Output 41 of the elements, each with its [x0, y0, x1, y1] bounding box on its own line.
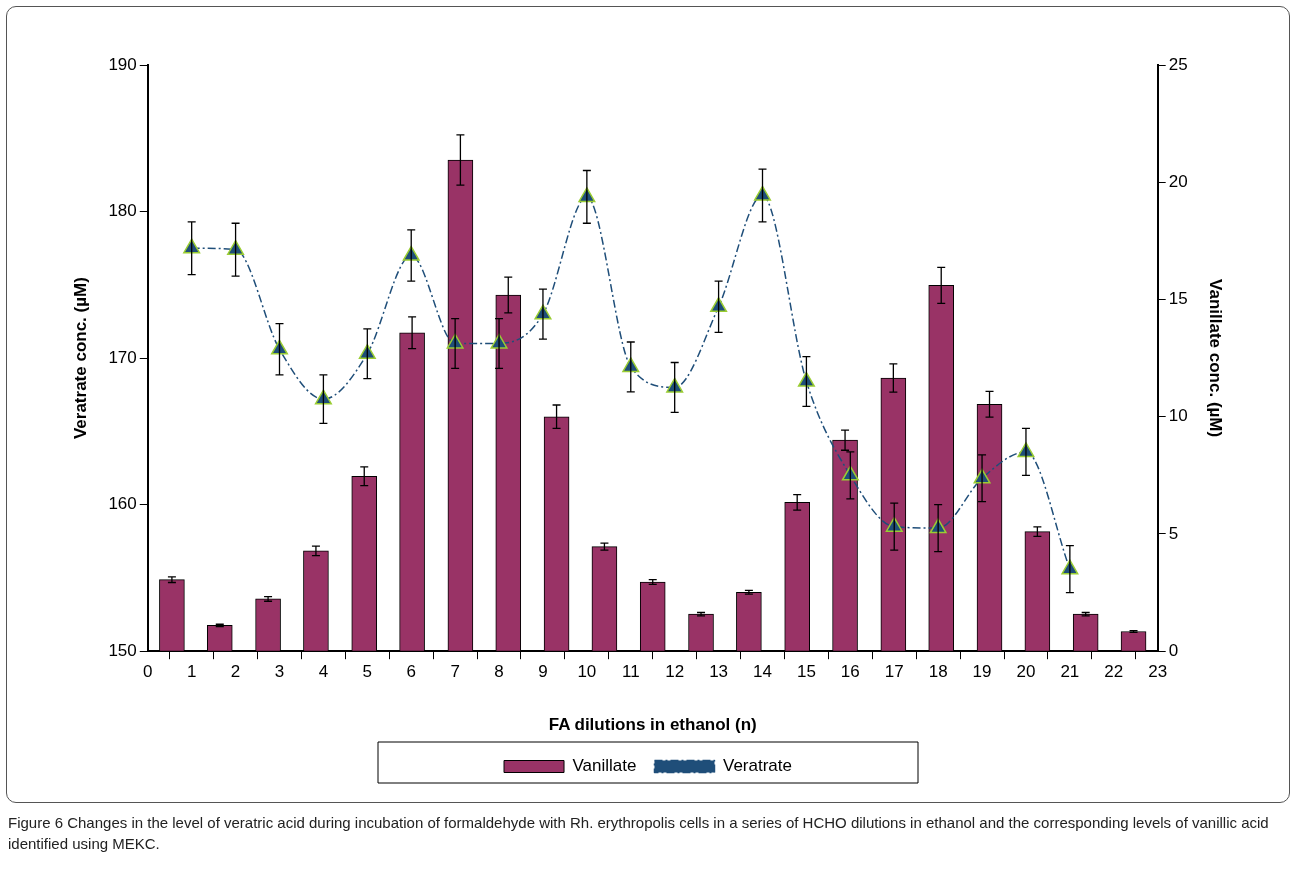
x-tick-label: 13: [709, 662, 729, 682]
y-tick-label: 180: [108, 201, 137, 221]
x-tick-label: 21: [1060, 662, 1080, 682]
x-tick-label: 5: [362, 662, 373, 682]
x-tick-label: 14: [753, 662, 772, 682]
y-tick-label: 150: [108, 640, 137, 660]
x-tick-label: 4: [318, 662, 329, 682]
y-tick-label: 160: [108, 494, 137, 514]
x-tick-label: 19: [972, 662, 992, 682]
x-tick-label: 15: [796, 662, 816, 682]
y2-tick-label: 25: [1168, 54, 1188, 74]
x-tick-label: 18: [928, 662, 948, 682]
y2-tick-label: 5: [1168, 523, 1179, 543]
x-tick-label: 16: [840, 662, 860, 682]
x-tick-label: 1: [186, 662, 197, 682]
x-tick-label: 10: [577, 662, 597, 682]
x-tick-label: 11: [621, 662, 640, 682]
x-tick-label: 17: [884, 662, 904, 682]
x-tick-label: 22: [1104, 662, 1124, 682]
caption: Figure 6 Changes in the level of veratric acid during incubation of formaldehyde with Rh. erythropolis cells in a series of HCHO dilutions in ethanol and the corresponding levels of vanillic acid identified using MEKC.: [8, 813, 1270, 854]
x-tick-label: 23: [1148, 662, 1168, 682]
x-tick-label: 8: [494, 662, 504, 682]
x-tick-label: 9: [538, 662, 548, 682]
x-tick-label: 0: [143, 662, 153, 682]
y2-tick-label: 0: [1168, 640, 1179, 660]
y-tick-label: 170: [108, 347, 137, 367]
y2-tick-label: 15: [1168, 289, 1188, 309]
x-tick-label: 20: [1016, 662, 1036, 682]
x-tick-label: 2: [230, 662, 241, 682]
x-tick-label: 3: [274, 662, 285, 682]
x-axis-title: FA dilutions in ethanol (n): [548, 715, 757, 735]
y-tick-label: 190: [108, 54, 137, 74]
legend-label: Vanillate: [572, 756, 637, 776]
y-axis-title: Veratrate conc. (µM): [70, 277, 90, 440]
legend-label: Veratrate: [722, 756, 792, 776]
y2-axis-title: Vanillate conc. (µM): [1206, 279, 1226, 438]
y2-tick-label: 10: [1168, 406, 1188, 426]
y2-tick-label: 20: [1168, 171, 1188, 191]
x-tick-label: 12: [665, 662, 685, 682]
x-tick-label: 6: [406, 662, 416, 682]
x-tick-label: 7: [450, 662, 460, 682]
